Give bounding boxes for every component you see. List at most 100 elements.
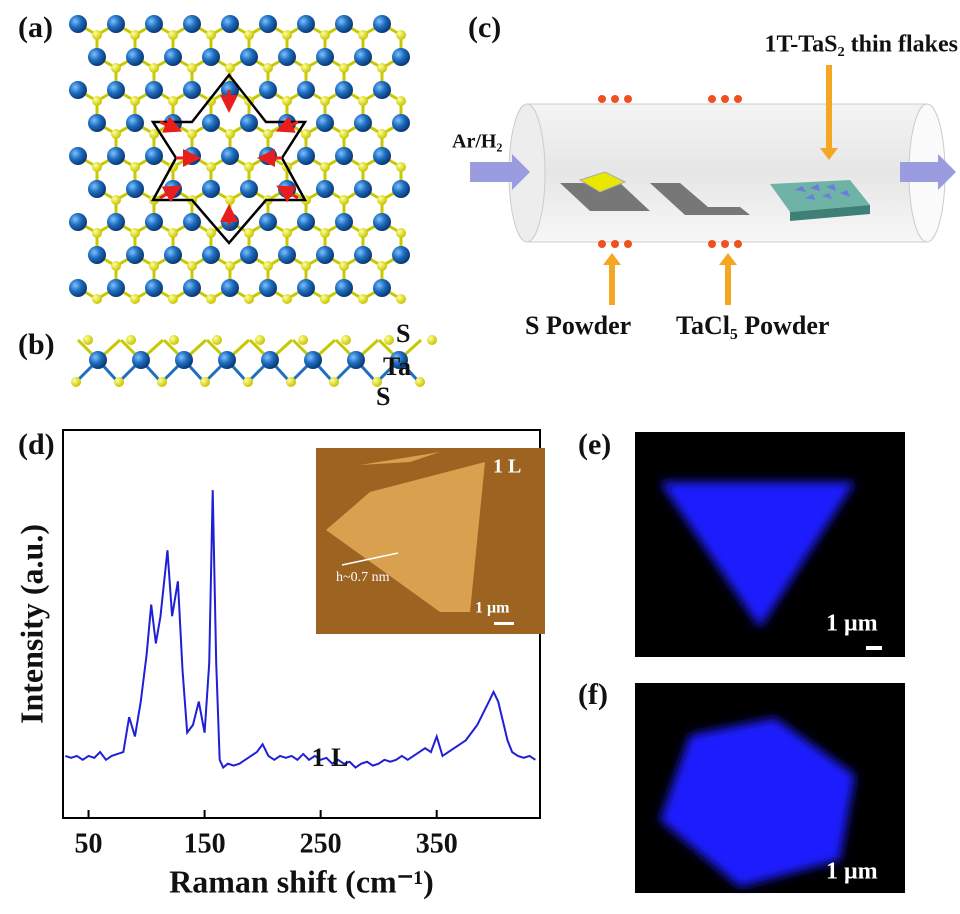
ta-atom bbox=[240, 114, 258, 132]
layer-label: S bbox=[376, 382, 390, 411]
s-atom bbox=[225, 261, 235, 271]
ta-atom bbox=[221, 15, 239, 33]
ta-atom bbox=[126, 48, 144, 66]
s-atom bbox=[301, 261, 311, 271]
ta-atom bbox=[126, 114, 144, 132]
s-atom bbox=[263, 63, 273, 73]
s-atom bbox=[358, 294, 368, 304]
ta-atom bbox=[164, 48, 182, 66]
scale-label: 1 μm bbox=[826, 611, 878, 637]
s-atom bbox=[111, 63, 121, 73]
ta-atom bbox=[259, 147, 277, 165]
ta-atom bbox=[126, 180, 144, 198]
s-atom bbox=[130, 294, 140, 304]
s-atom bbox=[187, 129, 197, 139]
s-atom bbox=[149, 63, 159, 73]
s-atom bbox=[126, 335, 136, 345]
s-atom bbox=[282, 30, 292, 40]
s-atom bbox=[339, 129, 349, 139]
s-atom bbox=[396, 228, 406, 238]
x-axis-label: Raman shift (cm⁻¹) bbox=[169, 863, 434, 899]
ta-atom bbox=[278, 48, 296, 66]
s-atom bbox=[244, 228, 254, 238]
s-atom bbox=[396, 294, 406, 304]
ta-atom bbox=[297, 279, 315, 297]
flakes-label: 1T-TaS₂ thin flakes bbox=[765, 32, 959, 58]
annotation: 1 L bbox=[312, 743, 349, 772]
s-atom bbox=[225, 129, 235, 139]
s-atom bbox=[339, 261, 349, 271]
raman-chart: 50150250350Raman shift (cm⁻¹)Intensity (… bbox=[13, 430, 545, 899]
x-tick-label: 350 bbox=[416, 828, 458, 859]
ta-atom bbox=[335, 147, 353, 165]
y-axis-label: Intensity (a.u.) bbox=[13, 524, 49, 724]
ta-atom bbox=[145, 15, 163, 33]
s-atom bbox=[244, 294, 254, 304]
s-atom bbox=[130, 228, 140, 238]
ta-atom bbox=[297, 15, 315, 33]
scale-bar bbox=[494, 622, 514, 625]
s-atom bbox=[243, 377, 253, 387]
ta-atom bbox=[392, 48, 410, 66]
s-atom bbox=[83, 335, 93, 345]
x-tick-label: 250 bbox=[300, 828, 342, 859]
ta-atom bbox=[316, 48, 334, 66]
ta-atom bbox=[335, 279, 353, 297]
ta-atom bbox=[297, 81, 315, 99]
ta-atom bbox=[145, 147, 163, 165]
ta-atom bbox=[297, 147, 315, 165]
s-atom bbox=[111, 195, 121, 205]
s-atom bbox=[206, 162, 216, 172]
ta-atom bbox=[373, 213, 391, 231]
gas-label: Ar/H₂ bbox=[452, 131, 502, 153]
s-atom bbox=[168, 96, 178, 106]
s-atom bbox=[187, 63, 197, 73]
s-atom bbox=[341, 335, 351, 345]
s-atom bbox=[225, 195, 235, 205]
lattice-a bbox=[69, 15, 410, 304]
s-atom bbox=[377, 129, 387, 139]
ta-atom bbox=[316, 246, 334, 264]
ta-atom bbox=[259, 81, 277, 99]
s-atom bbox=[212, 335, 222, 345]
ta-atom bbox=[392, 114, 410, 132]
ta-atom bbox=[240, 246, 258, 264]
ta-atom bbox=[69, 213, 87, 231]
ta-atom bbox=[373, 15, 391, 33]
ta-atom bbox=[278, 246, 296, 264]
panel-label: (a) bbox=[18, 11, 53, 44]
s-atom bbox=[130, 162, 140, 172]
s-atom bbox=[169, 335, 179, 345]
ta-atom bbox=[69, 279, 87, 297]
s-atom bbox=[377, 261, 387, 271]
ta-atom bbox=[392, 246, 410, 264]
s-atom bbox=[298, 335, 308, 345]
ta-atom bbox=[88, 114, 106, 132]
ta-atom bbox=[297, 213, 315, 231]
ta-atom bbox=[89, 351, 107, 369]
ta-atom bbox=[69, 147, 87, 165]
ta-atom bbox=[259, 279, 277, 297]
s-atom bbox=[244, 162, 254, 172]
panel-label: (b) bbox=[18, 328, 55, 361]
ta-atom bbox=[354, 114, 372, 132]
s-atom bbox=[92, 30, 102, 40]
ta-atom bbox=[88, 246, 106, 264]
ta-atom bbox=[145, 279, 163, 297]
layer-label: S bbox=[396, 319, 410, 348]
ta-atom bbox=[183, 213, 201, 231]
scale-bar bbox=[866, 646, 882, 650]
s-atom bbox=[244, 30, 254, 40]
ta-atom bbox=[107, 147, 125, 165]
panel-label: (c) bbox=[468, 11, 501, 44]
s-atom bbox=[130, 30, 140, 40]
ta-atom bbox=[221, 279, 239, 297]
panel-label: (d) bbox=[18, 428, 55, 461]
s-atom bbox=[114, 377, 124, 387]
s-atom bbox=[168, 228, 178, 238]
s-atom bbox=[320, 162, 330, 172]
ta-atom bbox=[354, 48, 372, 66]
s-atom bbox=[384, 335, 394, 345]
scale-bar bbox=[866, 893, 882, 897]
source-label: TaCl₅ Powder bbox=[676, 311, 829, 340]
